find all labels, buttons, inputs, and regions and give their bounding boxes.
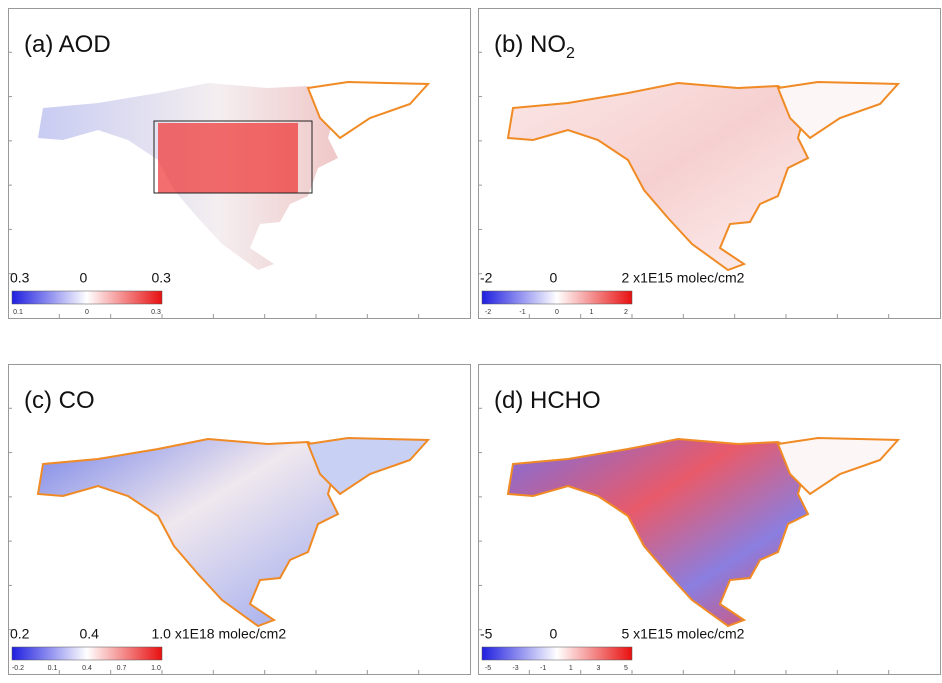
panel: (b) NO2-2 0 2 x1E15 molec/cm2-2 -1 0 1 2 — [478, 8, 941, 319]
colorbar-tick-label: 1 — [569, 665, 573, 672]
colorbar-tick-label: -1 — [540, 665, 546, 672]
panel-title-text: (c) CO — [24, 387, 95, 414]
colorbar-tick-label: 0 — [85, 309, 89, 316]
colorbar-tick-label: 0.1 — [48, 665, 58, 672]
colorbar-label: 0.2 — [10, 626, 30, 642]
colorbar-tick-label: 0.4 — [82, 665, 92, 672]
colorbar-tick-label: -1 — [519, 309, 525, 316]
colorbar-tick-label: 2 — [624, 309, 628, 316]
colorbar — [481, 290, 633, 305]
colorbar-tick-label: 0.7 — [117, 665, 127, 672]
colorbar-tick-label: -2 — [485, 309, 491, 316]
colorbar-tick-label: -3 — [512, 665, 518, 672]
panel-title-text: (d) HCHO — [494, 387, 601, 414]
colorbar — [481, 646, 633, 661]
land — [506, 437, 810, 628]
colorbar-label: 0 — [550, 626, 558, 642]
panel-title-text: (b) NO — [494, 31, 566, 58]
colorbar-tick-label: 0.1 — [13, 309, 23, 316]
panel-title: (b) NO2 — [494, 31, 575, 62]
region-box — [153, 120, 313, 194]
panel: (c) CO 0.2 0.4 1.0 x1E18 molec/cm2 -0.2 0.1 0.… — [8, 364, 471, 675]
panel-title: (c) CO — [24, 387, 95, 414]
greenland — [776, 80, 901, 140]
colorbar-label: 0.4 — [80, 626, 100, 642]
colorbar-tick-label: 0.3 — [151, 309, 161, 316]
colorbar-tick-label: -5 — [485, 665, 491, 672]
land — [506, 81, 810, 272]
greenland — [306, 80, 431, 140]
colorbar-label: 0.3 — [10, 270, 30, 286]
panel-title: (d) HCHO — [494, 387, 601, 414]
colorbar — [11, 646, 163, 661]
colorbar-label: 5 x1E15 molec/cm2 — [622, 626, 745, 642]
panel: (a) AOD 0.3 0 0.3 0.1 0 0.3 — [8, 8, 471, 319]
colorbar-tick-label: 3 — [596, 665, 600, 672]
land — [36, 437, 340, 628]
colorbar-label: 0.3 — [152, 270, 172, 286]
panel-title-subscript: 2 — [566, 45, 575, 62]
colorbar-label: -2 — [480, 270, 493, 286]
panel-title-text: (a) AOD — [24, 31, 111, 58]
colorbar-label: -5 — [480, 626, 493, 642]
hotspot — [158, 123, 298, 193]
greenland — [776, 436, 901, 496]
colorbar-tick-label: 5 — [624, 665, 628, 672]
panel-title: (a) AOD — [24, 31, 111, 58]
colorbar-label: 1.0 x1E18 molec/cm2 — [152, 626, 287, 642]
colorbar-tick-label: 0 — [555, 309, 559, 316]
colorbar-label: 0 — [80, 270, 88, 286]
colorbar — [11, 290, 163, 305]
panel: (d) HCHO -5 0 5 x1E15 molec/cm2 -5 -3 -1 1 3 5 — [478, 364, 941, 675]
greenland — [306, 436, 431, 496]
colorbar-tick-label: -0.2 — [12, 665, 24, 672]
colorbar-tick-label: 1 — [590, 309, 594, 316]
colorbar-label: 2 x1E15 molec/cm2 — [622, 270, 745, 286]
colorbar-label: 0 — [550, 270, 558, 286]
colorbar-tick-label: 1.0 — [151, 665, 161, 672]
